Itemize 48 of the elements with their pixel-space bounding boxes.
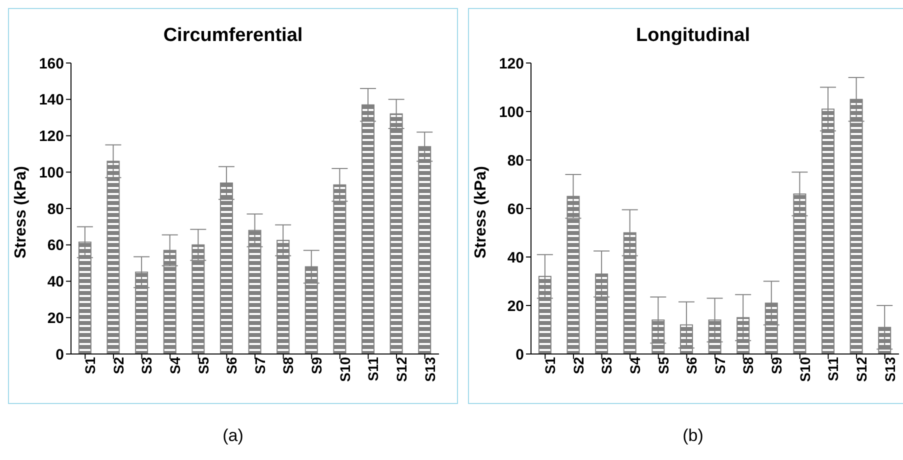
y-axis-title: Stress (kPa) [12, 166, 30, 258]
text: (b) [682, 426, 704, 446]
x-tick-label: S11 [825, 356, 842, 382]
y-tick-label: 60 [507, 200, 524, 218]
y-tick-label: 80 [507, 152, 524, 170]
y-tick-label: 120 [498, 55, 524, 72]
x-tick-label: S13 [882, 356, 898, 382]
x-tick-label: S10 [336, 356, 353, 382]
x-tick-label: S7 [252, 356, 268, 374]
x-tick-label: S5 [655, 356, 672, 374]
y-tick-label: 80 [47, 200, 64, 218]
x-tick-label: S6 [224, 356, 240, 374]
x-tick-label: S3 [598, 356, 615, 374]
y-tick-label: 100 [38, 164, 64, 182]
x-tick-label: S12 [853, 356, 870, 382]
y-tick-label: 20 [507, 298, 524, 315]
x-tick-label: S9 [308, 356, 325, 374]
y-tick-label: 120 [38, 128, 64, 146]
y-axis-title: Stress (kPa) [472, 166, 490, 258]
x-tick-label: S8 [280, 356, 296, 374]
y-tick-label: 0 [516, 346, 524, 364]
chart-title: Circumferential [162, 25, 304, 48]
y-tick-label: 40 [47, 274, 64, 291]
x-tick-label: S3 [138, 356, 155, 374]
y-tick-label: 140 [38, 92, 64, 109]
x-tick-label: S13 [422, 356, 438, 382]
y-tick-label: 20 [47, 310, 64, 327]
x-tick-label: S1 [542, 356, 558, 374]
x-tick-label: S11 [365, 356, 382, 382]
y-tick-label: 0 [56, 346, 64, 364]
y-tick-label: 60 [47, 237, 64, 254]
y-tick-label: 40 [507, 249, 524, 266]
x-tick-label: S2 [570, 356, 586, 374]
x-tick-label: S5 [195, 356, 212, 374]
y-tick-label: 160 [38, 55, 64, 72]
x-tick-label: S10 [796, 356, 813, 382]
x-tick-label: S2 [110, 356, 126, 374]
text: (a) [222, 426, 244, 446]
chart-title: Longitudinal [635, 25, 751, 48]
y-tick-label: 100 [498, 104, 524, 121]
x-tick-label: S9 [768, 356, 785, 374]
x-tick-label: S4 [627, 356, 644, 374]
x-tick-label: S1 [82, 356, 98, 374]
x-tick-label: S8 [740, 356, 756, 374]
x-tick-label: S6 [684, 356, 700, 374]
x-tick-label: S7 [712, 356, 728, 374]
x-tick-label: S4 [167, 356, 184, 374]
x-tick-label: S12 [393, 356, 410, 382]
